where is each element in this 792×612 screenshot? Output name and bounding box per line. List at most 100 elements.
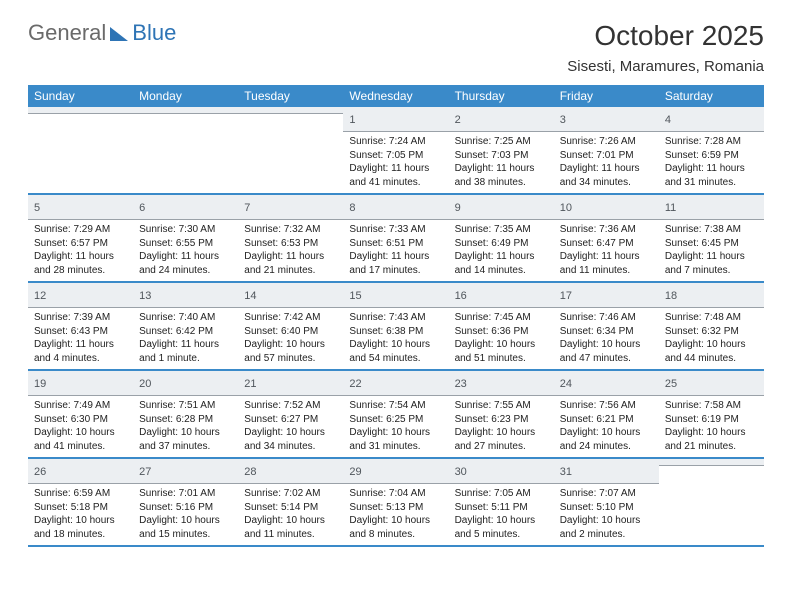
day-number: 8: [349, 202, 355, 214]
daylight-text: Daylight: 10 hours and 54 minutes.: [349, 338, 442, 365]
header: General Blue October 2025 Sisesti, Maram…: [28, 20, 764, 75]
sunset-text: Sunset: 5:16 PM: [139, 501, 232, 515]
daylight-text: Daylight: 11 hours and 38 minutes.: [455, 162, 548, 189]
sunset-text: Sunset: 6:57 PM: [34, 237, 127, 251]
sunset-text: Sunset: 6:19 PM: [665, 413, 758, 427]
day-number: 28: [244, 466, 256, 478]
day-number: 13: [139, 290, 151, 302]
day-number-bar: [238, 107, 343, 114]
day-detail: Sunrise: 7:45 AMSunset: 6:36 PMDaylight:…: [449, 308, 554, 369]
day-number: 20: [139, 378, 151, 390]
day-detail: Sunrise: 7:58 AMSunset: 6:19 PMDaylight:…: [659, 396, 764, 457]
daylight-text: Daylight: 10 hours and 27 minutes.: [455, 426, 548, 453]
day-detail: Sunrise: 7:49 AMSunset: 6:30 PMDaylight:…: [28, 396, 133, 457]
sail-icon: [110, 27, 128, 41]
weekday-header: Sunday: [28, 85, 133, 107]
sunset-text: Sunset: 5:14 PM: [244, 501, 337, 515]
calendar-day-cell: 9Sunrise: 7:35 AMSunset: 6:49 PMDaylight…: [449, 194, 554, 282]
calendar-day-cell: 1Sunrise: 7:24 AMSunset: 7:05 PMDaylight…: [343, 107, 448, 194]
day-detail: Sunrise: 7:07 AMSunset: 5:10 PMDaylight:…: [554, 484, 659, 545]
day-number: 21: [244, 378, 256, 390]
day-detail: Sunrise: 7:25 AMSunset: 7:03 PMDaylight:…: [449, 132, 554, 193]
day-number-bar: 16: [449, 283, 554, 308]
sunrise-text: Sunrise: 7:32 AM: [244, 223, 337, 237]
daylight-text: Daylight: 10 hours and 24 minutes.: [560, 426, 653, 453]
daylight-text: Daylight: 11 hours and 24 minutes.: [139, 250, 232, 277]
daylight-text: Daylight: 11 hours and 31 minutes.: [665, 162, 758, 189]
daylight-text: Daylight: 11 hours and 14 minutes.: [455, 250, 548, 277]
daylight-text: Daylight: 10 hours and 44 minutes.: [665, 338, 758, 365]
calendar-day-cell: [28, 107, 133, 194]
sunrise-text: Sunrise: 7:36 AM: [560, 223, 653, 237]
day-number-bar: 29: [343, 459, 448, 484]
day-detail: Sunrise: 7:02 AMSunset: 5:14 PMDaylight:…: [238, 484, 343, 545]
sunrise-text: Sunrise: 7:43 AM: [349, 311, 442, 325]
day-detail: Sunrise: 7:33 AMSunset: 6:51 PMDaylight:…: [343, 220, 448, 281]
weekday-header: Monday: [133, 85, 238, 107]
calendar-day-cell: 13Sunrise: 7:40 AMSunset: 6:42 PMDayligh…: [133, 282, 238, 370]
calendar-day-cell: 3Sunrise: 7:26 AMSunset: 7:01 PMDaylight…: [554, 107, 659, 194]
day-number: 14: [244, 290, 256, 302]
day-number: 23: [455, 378, 467, 390]
weekday-header: Saturday: [659, 85, 764, 107]
sunset-text: Sunset: 6:23 PM: [455, 413, 548, 427]
month-title: October 2025: [567, 20, 764, 52]
day-detail: Sunrise: 7:42 AMSunset: 6:40 PMDaylight:…: [238, 308, 343, 369]
location-label: Sisesti, Maramures, Romania: [567, 58, 764, 75]
day-detail: Sunrise: 7:38 AMSunset: 6:45 PMDaylight:…: [659, 220, 764, 281]
sunset-text: Sunset: 7:03 PM: [455, 149, 548, 163]
day-detail: Sunrise: 7:56 AMSunset: 6:21 PMDaylight:…: [554, 396, 659, 457]
sunrise-text: Sunrise: 7:55 AM: [455, 399, 548, 413]
calendar-day-cell: [133, 107, 238, 194]
day-detail: Sunrise: 7:39 AMSunset: 6:43 PMDaylight:…: [28, 308, 133, 369]
day-number: 18: [665, 290, 677, 302]
calendar-day-cell: 5Sunrise: 7:29 AMSunset: 6:57 PMDaylight…: [28, 194, 133, 282]
sunrise-text: Sunrise: 7:58 AM: [665, 399, 758, 413]
day-detail: [28, 114, 133, 164]
sunset-text: Sunset: 5:10 PM: [560, 501, 653, 515]
sunset-text: Sunset: 6:49 PM: [455, 237, 548, 251]
day-number: 24: [560, 378, 572, 390]
day-number: 19: [34, 378, 46, 390]
sunset-text: Sunset: 5:18 PM: [34, 501, 127, 515]
calendar-day-cell: 24 Sunrise: 7:56 AMSunset: 6:21 PMDayligh…: [554, 370, 659, 458]
sunset-text: Sunset: 6:21 PM: [560, 413, 653, 427]
day-number-bar: 18: [659, 283, 764, 308]
day-number: 7: [244, 202, 250, 214]
calendar-day-cell: 8 Sunrise: 7:33 AMSunset: 6:51 PMDaylight…: [343, 194, 448, 282]
sunset-text: Sunset: 6:51 PM: [349, 237, 442, 251]
day-detail: Sunrise: 7:26 AMSunset: 7:01 PMDaylight:…: [554, 132, 659, 193]
daylight-text: Daylight: 10 hours and 5 minutes.: [455, 514, 548, 541]
day-number-bar: 2: [449, 107, 554, 132]
sunrise-text: Sunrise: 7:52 AM: [244, 399, 337, 413]
day-number-bar: [659, 459, 764, 466]
calendar-day-cell: 7Sunrise: 7:32 AMSunset: 6:53 PMDaylight…: [238, 194, 343, 282]
calendar-day-cell: 29Sunrise: 7:04 AMSunset: 5:13 PMDayligh…: [343, 458, 448, 546]
sunset-text: Sunset: 6:25 PM: [349, 413, 442, 427]
day-detail: Sunrise: 7:48 AMSunset: 6:32 PMDaylight:…: [659, 308, 764, 369]
sunrise-text: Sunrise: 7:24 AM: [349, 135, 442, 149]
weekday-header-row: Sunday Monday Tuesday Wednesday Thursday…: [28, 85, 764, 107]
brand-right: Blue: [132, 20, 176, 46]
weekday-header: Wednesday: [343, 85, 448, 107]
sunrise-text: Sunrise: 7:30 AM: [139, 223, 232, 237]
calendar-week-row: 1Sunrise: 7:24 AMSunset: 7:05 PMDaylight…: [28, 107, 764, 194]
calendar-day-cell: 15Sunrise: 7:43 AMSunset: 6:38 PMDayligh…: [343, 282, 448, 370]
daylight-text: Daylight: 11 hours and 4 minutes.: [34, 338, 127, 365]
daylight-text: Daylight: 10 hours and 41 minutes.: [34, 426, 127, 453]
day-number-bar: 22: [343, 371, 448, 396]
sunrise-text: Sunrise: 6:59 AM: [34, 487, 127, 501]
calendar-day-cell: 20Sunrise: 7:51 AMSunset: 6:28 PMDayligh…: [133, 370, 238, 458]
calendar-week-row: 19 Sunrise: 7:49 AMSunset: 6:30 PMDayligh…: [28, 370, 764, 458]
day-detail: Sunrise: 7:52 AMSunset: 6:27 PMDaylight:…: [238, 396, 343, 457]
sunset-text: Sunset: 6:45 PM: [665, 237, 758, 251]
sunrise-text: Sunrise: 7:38 AM: [665, 223, 758, 237]
daylight-text: Daylight: 10 hours and 37 minutes.: [139, 426, 232, 453]
sunset-text: Sunset: 7:05 PM: [349, 149, 442, 163]
sunset-text: Sunset: 6:28 PM: [139, 413, 232, 427]
calendar-table: Sunday Monday Tuesday Wednesday Thursday…: [28, 85, 764, 547]
daylight-text: Daylight: 11 hours and 1 minute.: [139, 338, 232, 365]
sunset-text: Sunset: 6:40 PM: [244, 325, 337, 339]
sunrise-text: Sunrise: 7:48 AM: [665, 311, 758, 325]
day-number-bar: 3: [554, 107, 659, 132]
